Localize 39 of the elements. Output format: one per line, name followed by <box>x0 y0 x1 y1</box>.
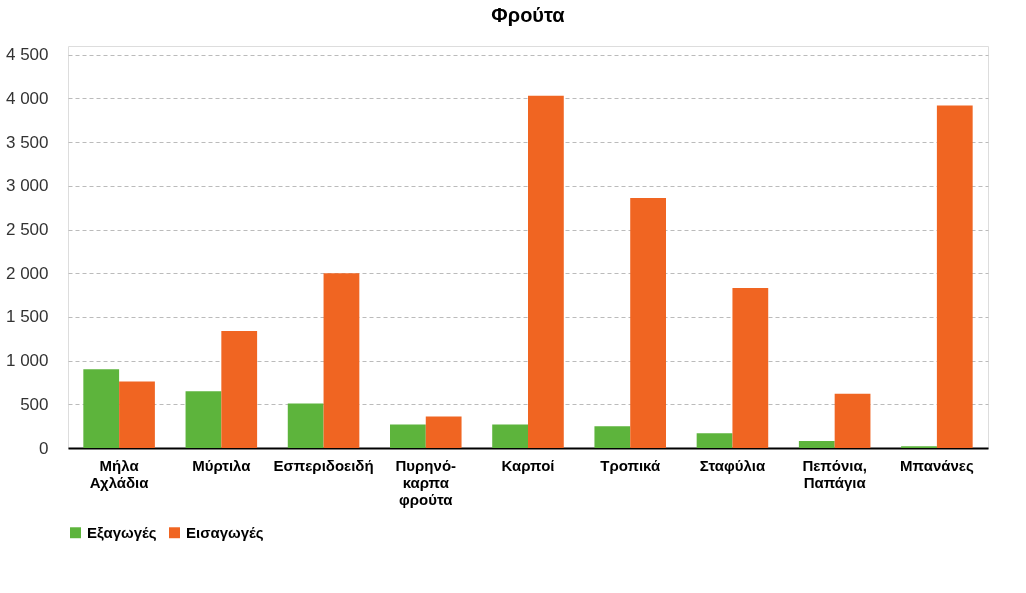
bar <box>119 381 155 448</box>
bar <box>185 391 222 448</box>
y-tick-label: 0 <box>39 438 49 458</box>
bar <box>732 288 769 448</box>
y-tick-label: 1 500 <box>5 307 49 327</box>
y-tick-label: 4 500 <box>5 45 49 65</box>
y-tick-label: 3 000 <box>5 176 49 196</box>
x-tick-label: Πεπόνια, Παπάγια <box>802 456 867 491</box>
bar <box>492 424 528 448</box>
x-tick-label: Καρποί <box>501 456 555 474</box>
bar <box>221 330 258 448</box>
bar <box>936 105 973 448</box>
y-tick-label: 500 <box>20 394 49 414</box>
bar <box>630 198 666 448</box>
y-tick-label: 3 500 <box>5 132 49 152</box>
bar <box>287 403 324 448</box>
bar <box>83 369 120 448</box>
x-tick-label: Πυρηνό-καρπα φρούτα <box>395 456 457 508</box>
y-tick-label: 4 000 <box>5 88 49 108</box>
x-tick-label: Τροπικά <box>600 456 661 474</box>
bar <box>528 95 564 448</box>
y-tick-label: 2 500 <box>5 220 49 240</box>
x-tick-label: Μύρτιλα <box>192 456 252 474</box>
bar <box>390 424 426 448</box>
y-tick-label: 2 000 <box>5 263 49 283</box>
x-tick-label: Σταφύλια <box>699 456 766 474</box>
y-tick-label: 1 000 <box>5 351 49 371</box>
x-tick-label: Μήλα Αχλάδια <box>89 456 150 491</box>
x-tick-label: Μπανάνες <box>900 456 974 474</box>
chart-title: Φρούτα <box>491 3 566 26</box>
legend-label: Εισαγωγές <box>186 523 264 541</box>
bar <box>323 273 360 448</box>
bar <box>594 426 631 448</box>
legend-label: Εξαγωγές <box>87 523 157 541</box>
bar <box>425 416 462 448</box>
bar <box>798 441 835 448</box>
bar <box>834 393 871 448</box>
bar <box>696 433 733 448</box>
x-tick-label: Εσπεριδοειδή <box>273 456 374 474</box>
